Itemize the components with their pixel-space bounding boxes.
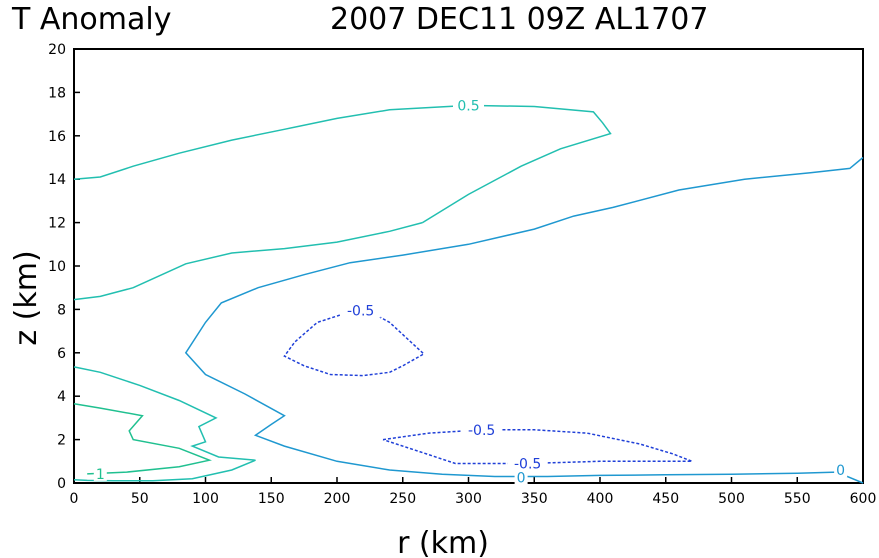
chart-title-right: 2007 DEC11 09Z AL1707 xyxy=(330,2,708,37)
contour-label: 0.5 xyxy=(457,98,479,114)
contour-line--0.5 xyxy=(382,429,693,465)
y-tick-label: 18 xyxy=(48,85,66,101)
y-tick-label: 8 xyxy=(57,302,66,318)
x-tick-label: 100 xyxy=(192,491,219,507)
x-tick-label: 600 xyxy=(850,491,877,507)
y-tick-label: 20 xyxy=(48,42,66,58)
x-tick-label: 300 xyxy=(455,491,482,507)
y-axis: 0 2 4 6 8 10 12 14 16 18 20 xyxy=(48,42,80,492)
x-tick-label: 350 xyxy=(521,491,548,507)
contour-lines: 0.5 0 0 1 -0.5 -0.5 -0.5 xyxy=(73,96,864,487)
x-axis: 0 50 100 150 200 250 300 350 400 450 500 550 600 xyxy=(70,477,877,507)
contour-label-background xyxy=(834,460,848,477)
x-tick-label: 400 xyxy=(587,491,614,507)
x-tick-label: 150 xyxy=(258,491,285,507)
x-tick-label: 450 xyxy=(652,491,679,507)
x-tick-label: 250 xyxy=(389,491,416,507)
plot-area: 0 50 100 150 200 250 300 350 400 450 500 550 600 024… xyxy=(48,42,876,507)
y-tick-label: 4 xyxy=(57,389,66,405)
contour-line-0.5 xyxy=(73,104,612,224)
y-tick-label: 12 xyxy=(48,216,66,232)
y-tick-label: 0 xyxy=(57,476,66,492)
x-tick-label: 200 xyxy=(324,491,351,507)
y-tick-label: 6 xyxy=(57,346,66,362)
contour-label: 1 xyxy=(96,467,105,483)
contour-line--0.5 xyxy=(283,309,426,377)
contour-label: -0.5 xyxy=(468,423,495,439)
y-tick-label: 16 xyxy=(48,129,66,145)
contour-label-background xyxy=(514,468,528,485)
chart-title-left: T Anomaly xyxy=(11,2,171,37)
contour-label-background xyxy=(461,420,502,437)
contour-line-1 xyxy=(73,403,212,475)
contour-label: -0.5 xyxy=(347,303,374,319)
y-tick-label: 10 xyxy=(48,259,66,275)
contour-label-background xyxy=(93,464,107,481)
x-tick-label: 500 xyxy=(718,491,745,507)
x-tick-label: 50 xyxy=(131,491,149,507)
contour-label: 0 xyxy=(517,471,526,487)
contour-line-0.5 xyxy=(73,366,256,482)
y-axis-label: z (km) xyxy=(9,250,44,345)
y-tick-label: 14 xyxy=(48,172,66,188)
x-axis-label: r (km) xyxy=(397,526,489,558)
contour-label: -0.5 xyxy=(514,456,541,472)
contour-line-0.5 xyxy=(73,221,423,301)
y-tick-label: 2 xyxy=(57,433,66,449)
contour-label-background xyxy=(507,454,548,471)
contour-label: 0 xyxy=(836,463,845,479)
contour-label-background xyxy=(340,301,381,318)
x-tick-label: 0 xyxy=(70,491,79,507)
x-tick-label: 550 xyxy=(784,491,811,507)
contour-line-0 xyxy=(184,156,864,484)
contour-label-background xyxy=(453,96,484,113)
